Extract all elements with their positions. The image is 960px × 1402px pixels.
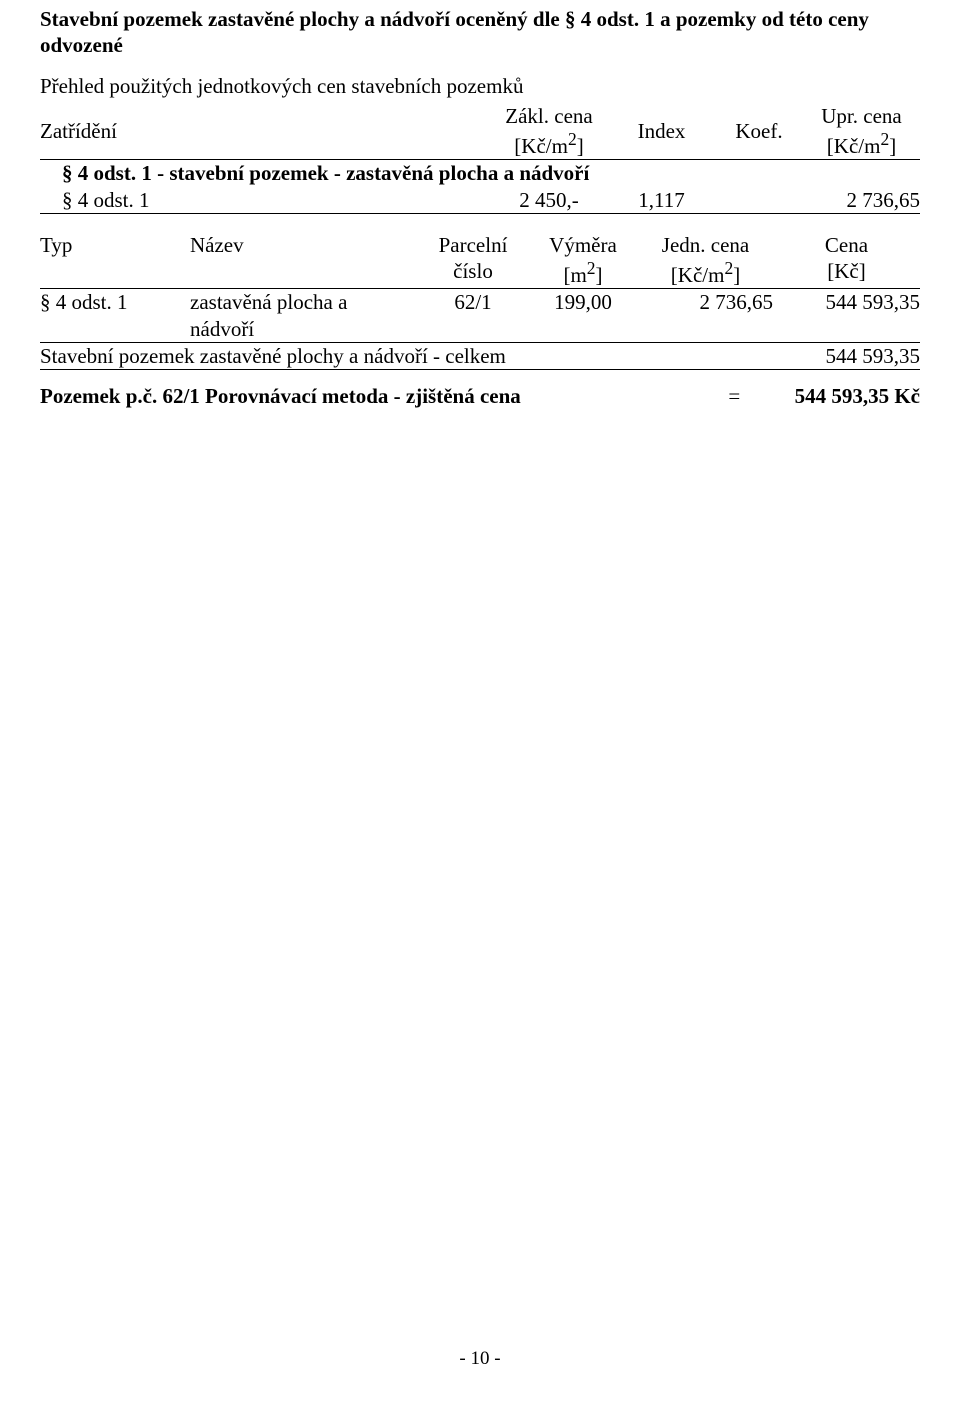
cell-jedn: 2 736,65 xyxy=(638,289,773,342)
data-row-label: § 4 odst. 1 xyxy=(40,187,490,213)
col-header-jedn: Jedn. cena [Kč/m2] xyxy=(638,232,773,289)
sum-label: Stavební pozemek zastavěné plochy a nádv… xyxy=(40,342,773,369)
section-subheading: Přehled použitých jednotkových cen stave… xyxy=(40,73,920,99)
result-line: Pozemek p.č. 62/1 Porovnávací metoda - z… xyxy=(40,384,920,409)
table-row: § 4 odst. 1 zastavěná plocha a nádvoří 6… xyxy=(40,289,920,342)
data-row-index: 1,117 xyxy=(608,187,715,213)
pricing-overview-table: Zatřídění Zákl. cena [Kč/m2] Index Koef.… xyxy=(40,103,920,214)
col-header-upr: Upr. cena [Kč/m2] xyxy=(803,103,920,160)
col-header-parc: Parcelní číslo xyxy=(418,232,528,289)
col-header-typ: Typ xyxy=(40,232,190,289)
data-row-zakl: 2 450,- xyxy=(490,187,608,213)
result-eq: = xyxy=(719,384,749,409)
col-header-vym: Výměra [m2] xyxy=(528,232,638,289)
cell-typ: § 4 odst. 1 xyxy=(40,289,190,342)
cell-parc: 62/1 xyxy=(418,289,528,342)
data-row-upr: 2 736,65 xyxy=(803,187,920,213)
cell-cena: 544 593,35 xyxy=(773,289,920,342)
page-number: - 10 - xyxy=(0,1348,960,1370)
col-header-cena: Cena [Kč] xyxy=(773,232,920,289)
col-header-index: Index xyxy=(608,103,715,160)
col-header-nazev: Název xyxy=(190,232,418,289)
section-row-title: § 4 odst. 1 - stavební pozemek - zastavě… xyxy=(40,160,920,187)
cell-nazev: zastavěná plocha a nádvoří xyxy=(190,289,418,342)
result-label: Pozemek p.č. 62/1 Porovnávací metoda - z… xyxy=(40,384,521,409)
sum-value: 544 593,35 xyxy=(773,342,920,369)
section-heading: Stavební pozemek zastavěné plochy a nádv… xyxy=(40,6,920,59)
cell-vym: 199,00 xyxy=(528,289,638,342)
col-header-zakl: Zákl. cena [Kč/m2] xyxy=(490,103,608,160)
col-header-zatrideni: Zatřídění xyxy=(40,103,490,160)
result-value: 544 593,35 Kč xyxy=(795,384,920,408)
col-header-koef: Koef. xyxy=(715,103,803,160)
parcel-table: Typ Název Parcelní číslo Výměra [m2] Jed… xyxy=(40,232,920,370)
data-row-koef xyxy=(715,187,803,213)
